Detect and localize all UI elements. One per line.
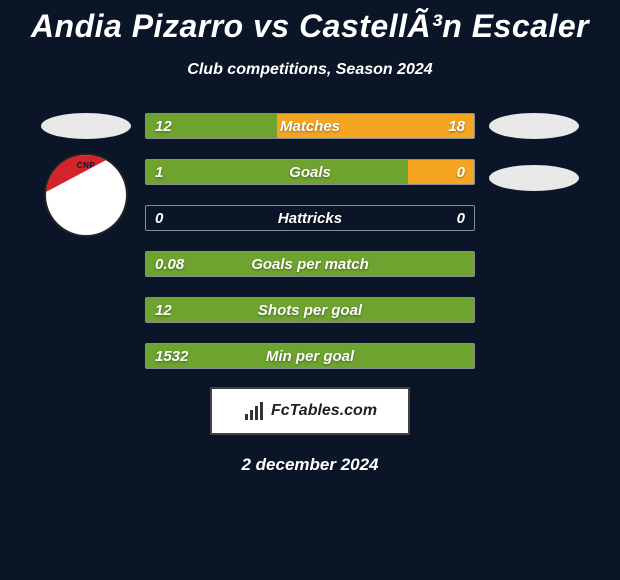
stat-row: Hattricks0 0 <box>145 205 475 231</box>
right-team-ellipse-2 <box>489 165 579 191</box>
stat-value-left: 12 <box>155 113 172 139</box>
stat-label: Matches <box>145 113 475 139</box>
left-team-badge: CNP <box>44 153 128 237</box>
stat-row: Matches12 18 <box>145 113 475 139</box>
stat-label: Goals per match <box>145 251 475 277</box>
stat-value-right: 0 <box>457 205 465 231</box>
branding-text: FcTables.com <box>271 402 377 420</box>
right-team-col <box>489 113 579 191</box>
stat-row: Min per goal1532 <box>145 343 475 369</box>
stat-value-left: 1532 <box>155 343 188 369</box>
stat-row: Goals1 0 <box>145 159 475 185</box>
stat-row: Shots per goal12 <box>145 297 475 323</box>
stat-label: Shots per goal <box>145 297 475 323</box>
stat-value-right: 0 <box>457 159 465 185</box>
left-team-ellipse <box>41 113 131 139</box>
stat-label: Goals <box>145 159 475 185</box>
stat-value-left: 12 <box>155 297 172 323</box>
badge-stripe <box>44 153 128 194</box>
stat-row: Goals per match0.08 <box>145 251 475 277</box>
stat-value-right: 18 <box>448 113 465 139</box>
fctables-logo-icon <box>243 400 265 422</box>
stats-bars: Matches1218Goals10Hattricks00Goals per m… <box>145 113 475 369</box>
stat-label: Min per goal <box>145 343 475 369</box>
date-text: 2 december 2024 <box>0 455 620 475</box>
left-team-col: CNP <box>41 113 131 237</box>
right-team-ellipse-1 <box>489 113 579 139</box>
badge-text: CNP <box>46 161 126 170</box>
page-title: Andia Pizarro vs CastellÃ³n Escaler <box>0 8 620 45</box>
subtitle: Club competitions, Season 2024 <box>0 61 620 79</box>
stat-value-left: 0.08 <box>155 251 184 277</box>
stat-label: Hattricks <box>145 205 475 231</box>
branding-box: FcTables.com <box>210 387 410 435</box>
stat-value-left: 0 <box>155 205 163 231</box>
stat-value-left: 1 <box>155 159 163 185</box>
